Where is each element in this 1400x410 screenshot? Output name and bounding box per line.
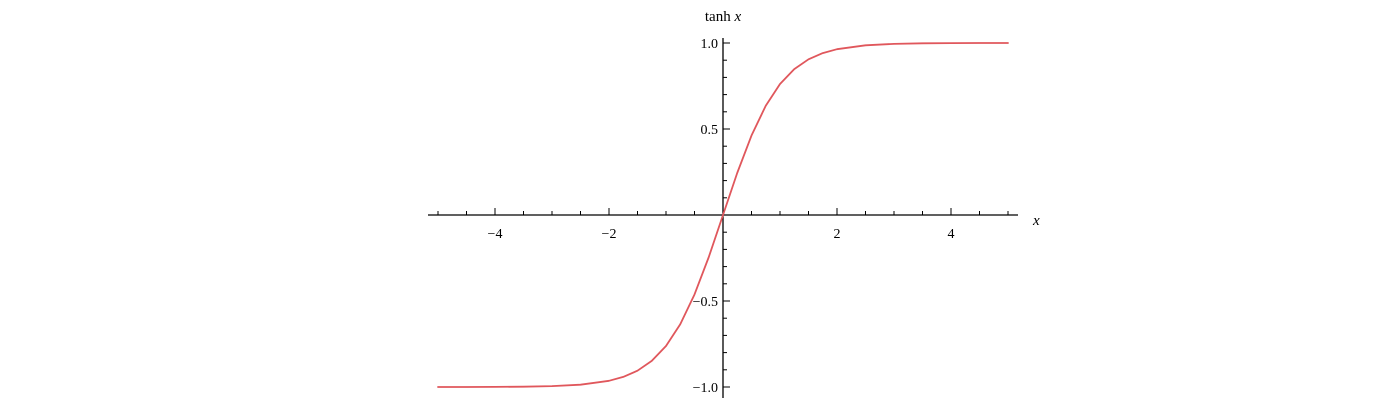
x-tick-label: 4 [948, 227, 955, 242]
ticks [437, 42, 1009, 388]
series [437, 42, 1009, 388]
y-axis-label: tanh x [705, 9, 742, 25]
tick-labels: −4 −2 2 4 1.0 0.5 −0.5 −1.0 [488, 37, 955, 396]
axes [428, 38, 1018, 398]
tanh-curve [437, 42, 1009, 388]
y-tick-label: −0.5 [693, 295, 718, 310]
y-tick-label: −1.0 [693, 381, 718, 396]
x-tick-label: 2 [834, 227, 841, 242]
y-tick-label: 0.5 [701, 123, 719, 138]
x-tick-label: −4 [488, 227, 503, 242]
x-tick-label: −2 [602, 227, 617, 242]
x-axis-label: x [1032, 213, 1040, 229]
y-tick-label: 1.0 [701, 37, 719, 52]
